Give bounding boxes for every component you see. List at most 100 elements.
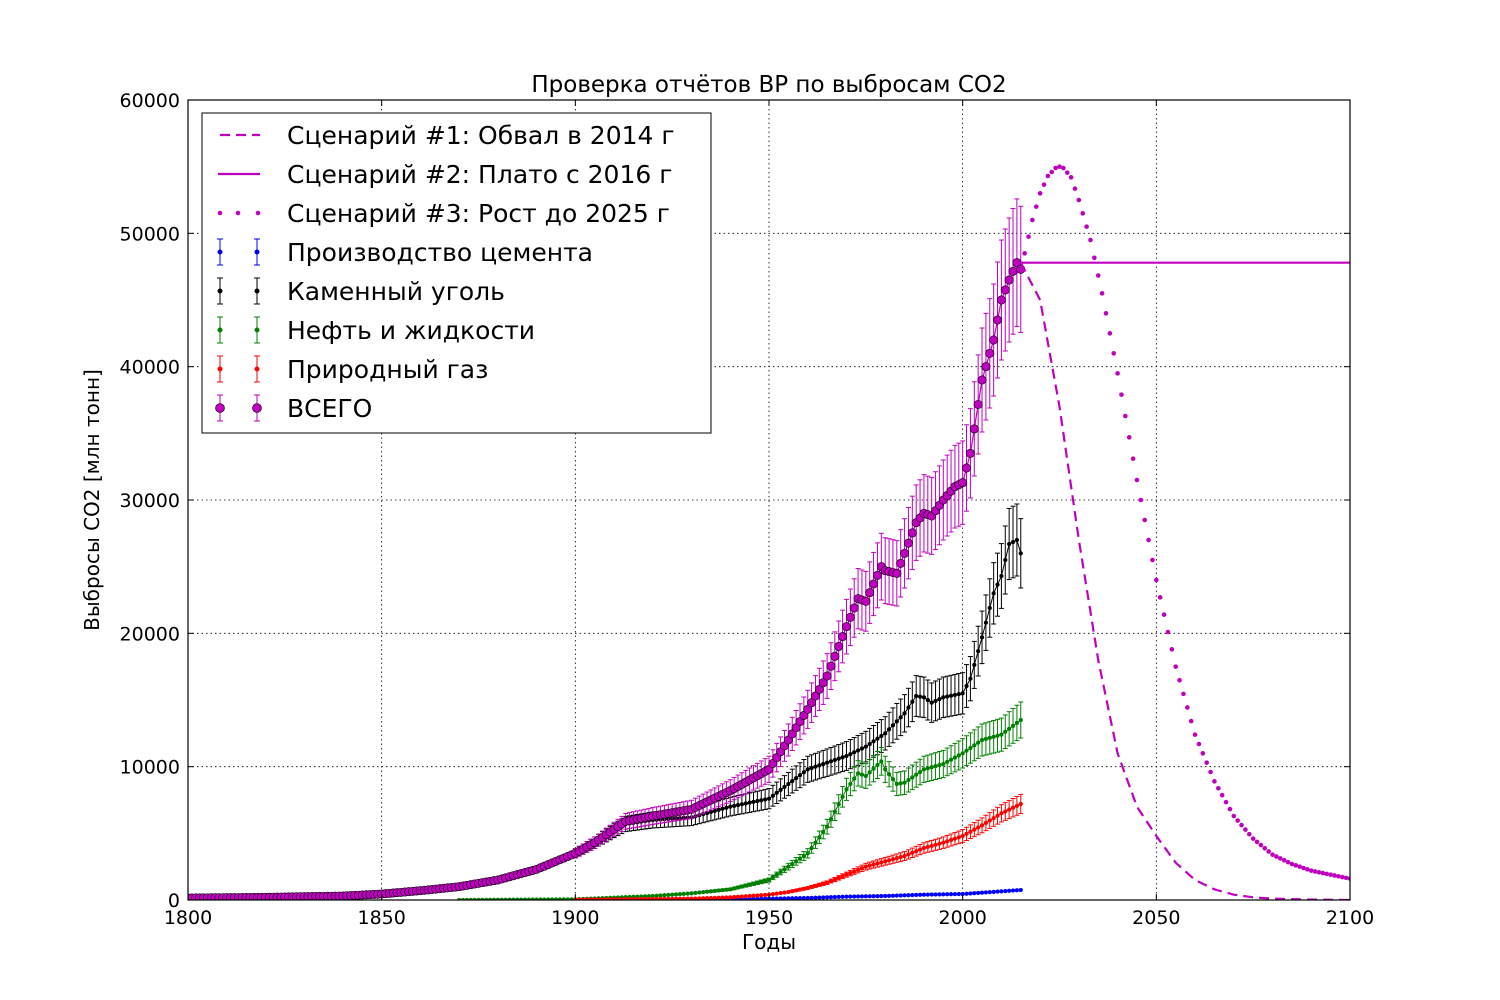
data-point — [662, 893, 667, 898]
data-point — [728, 895, 733, 900]
data-point — [879, 860, 884, 865]
data-point — [797, 887, 803, 892]
data-point — [817, 895, 822, 900]
ticks: 1800 1850 1900 1950 2000 2050 2100 0 10000 20000 3… — [120, 90, 1375, 929]
data-point — [995, 582, 1000, 587]
scenario-3 — [1022, 164, 1350, 881]
data-point — [871, 739, 876, 744]
x-tick-label: 1950 — [745, 907, 793, 929]
data-point — [840, 874, 845, 879]
data-point — [952, 755, 958, 760]
y-tick-label: 40000 — [120, 357, 180, 379]
data-point — [828, 878, 834, 884]
data-point — [929, 765, 934, 770]
legend-marker — [217, 249, 223, 255]
data-point — [996, 295, 1006, 305]
data-point — [848, 751, 853, 757]
legend-label: Сценарий #2: Плато с 2016 г — [287, 160, 672, 189]
data-point — [793, 888, 799, 893]
y-tick-label: 50000 — [120, 223, 180, 245]
legend-entry: ВСЕГО — [215, 394, 372, 423]
data-point — [910, 850, 915, 855]
data-point — [863, 864, 868, 869]
legend-entry: Природный газ — [217, 355, 488, 384]
data-point — [863, 894, 868, 899]
data-point — [921, 695, 927, 700]
data-point — [875, 762, 880, 768]
data-point — [708, 809, 714, 815]
data-point — [1006, 807, 1012, 812]
data-point — [890, 857, 896, 862]
data-point — [824, 824, 830, 829]
data-point — [859, 866, 865, 871]
data-point — [747, 882, 752, 887]
data-point — [832, 877, 837, 882]
data-point — [838, 632, 848, 642]
data-point — [906, 893, 911, 898]
data-point — [987, 818, 992, 823]
data-point — [855, 894, 861, 899]
scenario-point — [1328, 872, 1333, 877]
data-point — [991, 591, 996, 596]
data-point — [983, 620, 989, 625]
data-point — [902, 853, 907, 859]
data-point — [910, 892, 915, 898]
scenario-point — [1165, 629, 1171, 635]
scenario-point — [1045, 173, 1051, 179]
data-point — [1018, 717, 1023, 723]
data-point — [814, 684, 824, 694]
data-point — [995, 889, 1000, 894]
data-point — [840, 794, 845, 799]
data-point — [896, 558, 906, 568]
data-point — [987, 889, 992, 895]
data-point — [724, 895, 729, 900]
data-point — [805, 767, 810, 772]
scenario-point — [1119, 392, 1124, 397]
scenario-point — [1339, 874, 1345, 880]
scenario-point — [1123, 413, 1128, 419]
data-point — [855, 867, 861, 873]
scenario-point — [1154, 577, 1159, 583]
legend-label: ВСЕГО — [287, 394, 372, 423]
data-point — [979, 737, 985, 743]
data-point — [844, 787, 849, 792]
legend-label: Нефть и жидкости — [287, 316, 535, 345]
x-tick-label: 2000 — [938, 907, 986, 929]
data-point — [964, 831, 969, 837]
data-point — [929, 892, 934, 897]
data-point — [832, 757, 837, 763]
data-point — [770, 793, 776, 798]
data-point — [1018, 551, 1023, 556]
scenario-point — [1026, 234, 1031, 239]
data-point — [976, 825, 981, 830]
data-point — [937, 696, 942, 702]
data-point — [739, 802, 745, 807]
data-point — [735, 802, 741, 808]
data-point — [759, 798, 764, 803]
legend-marker — [254, 327, 260, 333]
data-point — [914, 892, 919, 898]
data-point — [910, 699, 915, 704]
data-point — [743, 883, 748, 888]
data-point — [871, 894, 876, 899]
data-point — [766, 796, 772, 801]
scenario-point — [1061, 165, 1066, 171]
data-point — [828, 895, 834, 900]
series-total — [188, 198, 1026, 900]
data-point — [898, 854, 903, 860]
scenario-point — [1033, 204, 1039, 209]
data-point — [976, 740, 981, 745]
data-point — [817, 882, 822, 887]
data-point — [1000, 285, 1010, 295]
data-point — [778, 890, 783, 896]
data-point — [803, 704, 813, 714]
data-point — [917, 694, 923, 699]
data-point — [774, 790, 779, 795]
data-point — [720, 806, 725, 811]
data-point — [890, 776, 896, 782]
data-point — [805, 895, 810, 900]
x-tick-label: 2050 — [1132, 907, 1180, 929]
data-point — [712, 888, 717, 894]
data-point — [720, 887, 725, 893]
